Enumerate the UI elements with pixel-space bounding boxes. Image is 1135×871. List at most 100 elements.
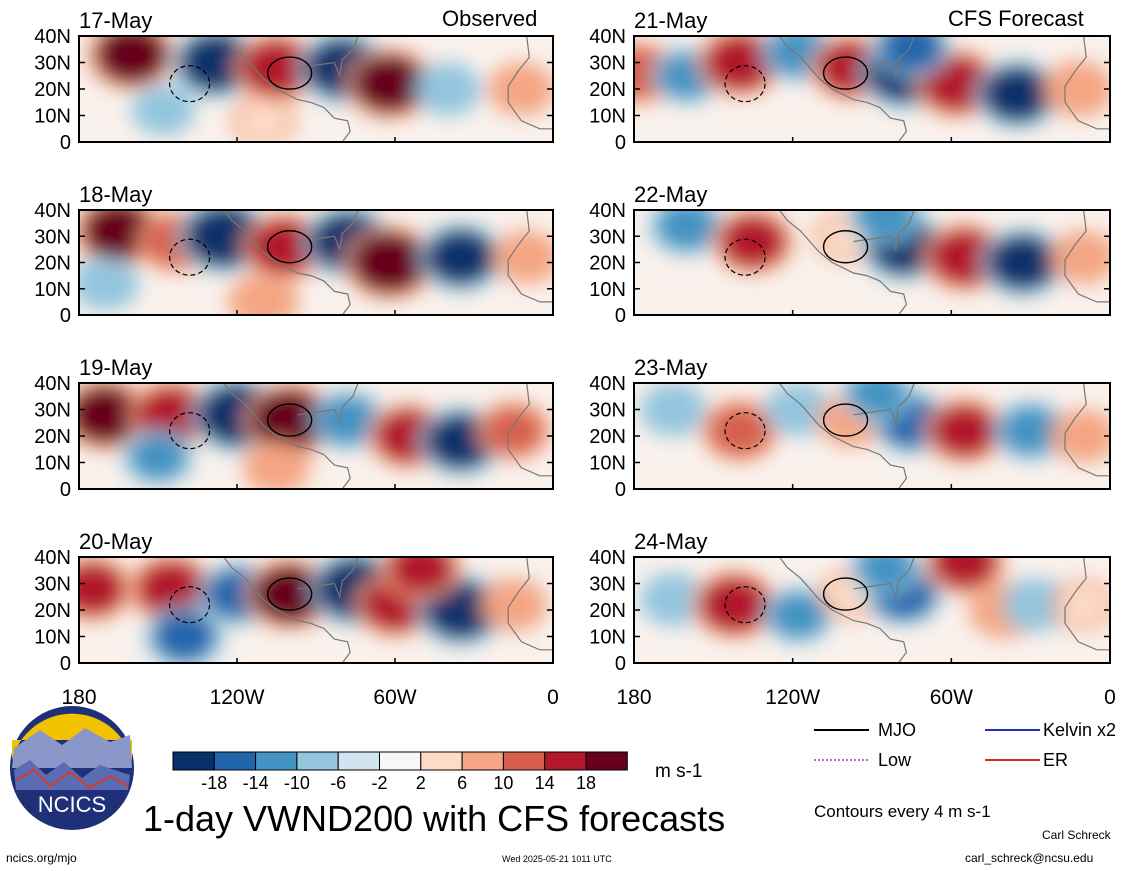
y-tick-label: 40N	[589, 26, 626, 48]
mjo-contour-dashed	[169, 238, 211, 276]
colorbar-swatch	[255, 751, 298, 771]
panel-field	[79, 210, 553, 315]
footer-timestamp: Wed 2025-05-21 1011 UTC	[502, 854, 612, 864]
y-tick-label: 10N	[34, 453, 71, 475]
footer-email[interactable]: carl_schreck@ncsu.edu	[965, 851, 1094, 865]
anomaly-blob-core	[388, 557, 454, 594]
legend-label-kelvin: Kelvin x2	[1043, 720, 1117, 740]
anomaly-blob-core	[353, 54, 426, 113]
anomaly-blob-core	[79, 562, 125, 615]
colorbar-swatch	[337, 751, 381, 771]
coast-america	[778, 557, 908, 663]
y-tick-label: 20N	[589, 426, 626, 448]
coast-america	[223, 36, 351, 142]
logo-line	[15, 768, 129, 790]
legend-label-low: Low	[878, 750, 912, 770]
y-tick-label: 40N	[589, 200, 626, 222]
y-tick-label: 10N	[589, 106, 626, 128]
y-tick-label: 40N	[34, 200, 71, 222]
panel-21-may: 21-May 40N 30N 20N 10N 0	[589, 8, 1111, 154]
anomaly-blob-core	[1051, 67, 1106, 111]
panel-date-label: 20-May	[79, 529, 152, 554]
colorbar-tick-label: 2	[416, 773, 426, 793]
y-tick-label: 40N	[34, 26, 71, 48]
colorbar-tick-label: -14	[243, 773, 269, 793]
y-tick-label: 0	[60, 305, 71, 327]
colorbar-swatch	[420, 751, 463, 771]
panel-22-may: 22-May 40N 30N 20N 10N 0	[589, 182, 1111, 327]
coast-africa	[1064, 383, 1110, 477]
panel-17-may: 17-May 40N 30N 20N 10N 0	[34, 8, 554, 154]
anomaly-blob-core	[139, 91, 187, 129]
coastline	[778, 383, 1110, 489]
legend	[814, 729, 1040, 761]
coast-gulf	[297, 383, 359, 426]
coast-gulf	[297, 557, 359, 600]
y-tick-label: 30N	[34, 53, 71, 75]
coast-gulf	[853, 557, 915, 600]
anomaly-blob-core	[1001, 407, 1060, 454]
panel-18-may: 18-May 40N 30N 20N 10N 0	[34, 182, 554, 327]
anomaly-blob-core	[1058, 237, 1109, 278]
y-tick-label: 0	[60, 479, 71, 501]
y-tick-label: 10N	[589, 453, 626, 475]
y-tick-label: 40N	[34, 547, 71, 569]
y-tick-label: 20N	[34, 600, 71, 622]
y-tick-label: 40N	[589, 373, 626, 395]
y-tick-label: 20N	[589, 79, 626, 101]
mjo-contour-dashed	[724, 65, 766, 103]
y-tick-label: 0	[615, 305, 626, 327]
colorbar-tick-label: -2	[371, 773, 387, 793]
mjo-contour-dashed	[169, 586, 211, 624]
anomaly-blob-core	[153, 612, 215, 661]
colorbar-tick-label: 10	[493, 773, 513, 793]
anomaly-blob-core	[136, 561, 206, 617]
colorbar-tick-label: 18	[576, 773, 596, 793]
coast-africa	[507, 36, 553, 130]
y-tick-label: 0	[615, 653, 626, 675]
panel-date-label: 24-May	[634, 529, 707, 554]
panel-23-may: 23-May 40N 30N 20N 10N 0	[589, 355, 1111, 501]
colorbar-tick-label: 6	[457, 773, 467, 793]
anomaly-blob-core	[658, 210, 716, 249]
y-tick-label: 30N	[589, 226, 626, 248]
mjo-contour-dashed	[169, 412, 211, 450]
coast-africa	[1064, 210, 1110, 303]
panel-field	[634, 383, 1110, 489]
anomaly-blob-core	[709, 406, 771, 456]
y-tick-label: 20N	[34, 253, 71, 275]
anomaly-blob-core	[881, 36, 943, 72]
panel-field	[634, 210, 1110, 315]
x-tick-label: 180	[616, 686, 651, 709]
panel-19-may: 19-May 40N 30N 20N 10N 0	[34, 355, 554, 501]
anomaly-blob-core	[648, 389, 699, 430]
anomaly-blob-core	[79, 385, 142, 444]
y-tick-label: 40N	[34, 373, 71, 395]
panel-date-label: 17-May	[79, 8, 152, 33]
ncics-logo: NCICS	[10, 706, 134, 830]
coast-africa	[507, 383, 553, 477]
y-tick-label: 0	[615, 132, 626, 154]
logo-text: NCICS	[38, 792, 106, 817]
y-tick-label: 10N	[34, 106, 71, 128]
y-tick-label: 30N	[34, 574, 71, 596]
coastline	[778, 36, 1110, 142]
anomaly-blob-core	[988, 235, 1057, 290]
colorbar-tick-label: -6	[330, 773, 346, 793]
mjo-contour	[822, 403, 869, 437]
mjo-contour	[822, 230, 869, 264]
footer-site[interactable]: ncics.org/mjo	[6, 851, 77, 865]
coast-africa	[507, 210, 553, 303]
anomaly-blob-core	[858, 557, 913, 590]
logo-sun	[12, 713, 132, 760]
anomaly-blob-core	[932, 404, 997, 457]
forecast-header: CFS Forecast	[948, 6, 1084, 31]
panel-date-label: 22-May	[634, 182, 707, 207]
coastline	[223, 210, 553, 315]
coast-america	[778, 36, 908, 142]
colorbar-swatch	[461, 751, 504, 771]
mjo-contour	[822, 577, 869, 611]
colorbar-swatch	[544, 751, 587, 771]
colorbar-swatch	[502, 751, 546, 771]
